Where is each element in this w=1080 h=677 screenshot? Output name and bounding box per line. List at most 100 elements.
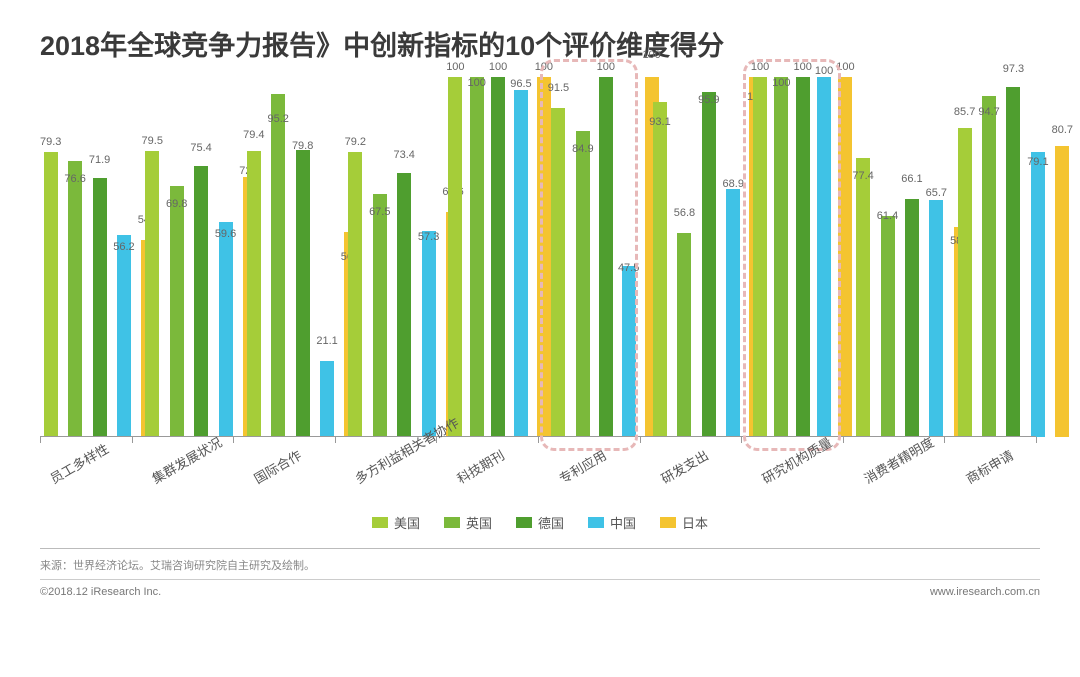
chart-area: 79.376.671.956.254.679.569.875.459.672.3… xyxy=(40,77,1040,509)
bar-value-label: 96.5 xyxy=(510,79,531,90)
bar: 77.4 xyxy=(852,143,873,437)
bar-rect xyxy=(68,161,82,437)
axis-tick xyxy=(132,437,133,443)
bar-rect xyxy=(905,199,919,437)
legend-item: 德国 xyxy=(516,513,564,532)
bar: 93.1 xyxy=(649,87,670,437)
bar-value-label: 95.9 xyxy=(698,95,719,106)
bar-value-label: 67.5 xyxy=(369,207,390,218)
legend-label: 日本 xyxy=(682,513,708,532)
bar: 79.5 xyxy=(142,136,163,437)
bar-value-label: 79.1 xyxy=(1027,157,1048,168)
bar: 85.7 xyxy=(954,113,975,437)
bar-group: 79.569.875.459.672.3 xyxy=(142,136,224,437)
bar-group: 79.495.279.821.156.9 xyxy=(243,79,325,437)
bar-value-label: 68.9 xyxy=(723,179,744,190)
bar: 79.4 xyxy=(243,136,264,437)
bar: 79.3 xyxy=(40,137,61,437)
legend-swatch xyxy=(444,517,460,528)
bar-rect xyxy=(929,200,943,437)
bar-value-label: 56.8 xyxy=(674,208,695,219)
bar-rect xyxy=(1031,152,1045,437)
bar: 67.5 xyxy=(369,179,390,437)
bar-value-label: 66.1 xyxy=(901,174,922,185)
bar: 100 xyxy=(446,62,464,437)
bar-rect xyxy=(702,92,716,437)
highlight-box xyxy=(540,59,638,451)
bar: 95.2 xyxy=(268,79,289,437)
page-footer: ©2018.12 iResearch Inc. www.iresearch.co… xyxy=(40,579,1040,598)
bar: 21.1 xyxy=(316,346,337,437)
bar-rect xyxy=(145,151,159,437)
bar: 100 xyxy=(468,62,486,437)
bar-rect xyxy=(422,231,436,437)
axis-tick xyxy=(843,437,844,443)
legend-swatch xyxy=(588,517,604,528)
axis-tick xyxy=(40,437,41,443)
bar: 57.3 xyxy=(418,216,439,437)
bar-rect xyxy=(194,166,208,437)
axis-tick xyxy=(233,437,234,443)
bar-rect xyxy=(247,151,261,437)
bar-value-label: 56.2 xyxy=(113,242,134,253)
bar: 56.8 xyxy=(674,218,695,437)
legend-item: 日本 xyxy=(660,513,708,532)
bar-rect xyxy=(1055,146,1069,437)
bar-rect xyxy=(170,186,184,437)
bar-rect xyxy=(296,150,310,437)
bar-rect xyxy=(677,233,691,437)
bar-value-label: 97.3 xyxy=(1003,64,1024,75)
bar: 65.7 xyxy=(926,185,947,437)
bar-value-label: 76.6 xyxy=(64,174,85,185)
bar: 96.5 xyxy=(510,75,531,437)
bar-value-label: 57.3 xyxy=(418,232,439,243)
bar-rect xyxy=(219,222,233,437)
bar-rect xyxy=(856,158,870,437)
bar-value-label: 79.8 xyxy=(292,141,313,152)
bar-value-label: 71.9 xyxy=(89,155,110,166)
bar-group: 79.376.671.956.254.6 xyxy=(40,137,122,437)
bar-group: 10010010096.5100 xyxy=(446,62,528,437)
axis-tick xyxy=(538,437,539,443)
bar-rect xyxy=(373,194,387,437)
bar-group: 77.461.466.165.758.2 xyxy=(852,143,934,437)
x-axis-ticks xyxy=(40,437,1036,443)
bar-value-label: 94.7 xyxy=(978,107,999,118)
bar-rect xyxy=(348,152,362,437)
bar: 56.2 xyxy=(113,220,134,437)
bar: 79.1 xyxy=(1027,137,1048,437)
bar-rect xyxy=(448,77,462,437)
bar: 95.9 xyxy=(698,77,719,437)
bar-value-label: 79.3 xyxy=(40,137,61,148)
bar-value-label: 79.5 xyxy=(142,136,163,147)
bar: 66.1 xyxy=(901,184,922,437)
bar-value-label: 95.2 xyxy=(268,114,289,125)
bar: 59.6 xyxy=(215,207,236,437)
bar: 76.6 xyxy=(64,146,85,437)
legend-label: 德国 xyxy=(538,513,564,532)
bar-value-label: 75.4 xyxy=(190,143,211,154)
bar-chart: 79.376.671.956.254.679.569.875.459.672.3… xyxy=(40,77,1036,437)
bar: 73.4 xyxy=(393,158,414,437)
footer-copyright: ©2018.12 iResearch Inc. xyxy=(40,586,161,598)
bar-value-label: 21.1 xyxy=(316,336,337,347)
bar: 61.4 xyxy=(877,201,898,437)
bar-rect xyxy=(117,235,131,437)
bar: 71.9 xyxy=(89,163,110,437)
source-note: 来源：世界经济论坛。艾瑞咨询研究院自主研究及绘制。 xyxy=(40,548,1040,575)
bar-rect xyxy=(93,178,107,437)
bar-value-label: 69.8 xyxy=(166,199,187,210)
bar-rect xyxy=(491,77,505,437)
bar: 79.2 xyxy=(345,137,366,437)
bar-value-label: 65.7 xyxy=(926,188,947,199)
bar-value-label: 85.7 xyxy=(954,107,975,118)
legend-swatch xyxy=(660,517,676,528)
legend-item: 英国 xyxy=(444,513,492,532)
legend-swatch xyxy=(516,517,532,528)
legend-label: 美国 xyxy=(394,513,420,532)
bar-group: 93.156.895.968.9100 xyxy=(649,62,731,437)
bar-value-label: 59.6 xyxy=(215,229,236,240)
bar-value-label: 79.2 xyxy=(345,137,366,148)
bar-rect xyxy=(1006,87,1020,437)
bar-rect xyxy=(653,102,667,437)
